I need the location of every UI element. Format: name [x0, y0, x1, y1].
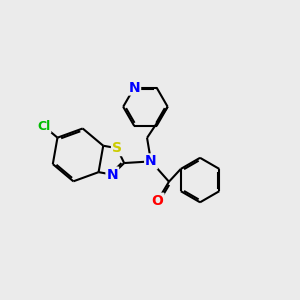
Text: O: O — [152, 194, 164, 208]
Text: N: N — [128, 80, 140, 94]
Text: N: N — [145, 154, 157, 168]
Text: N: N — [106, 168, 118, 182]
Text: Cl: Cl — [37, 120, 50, 133]
Text: S: S — [112, 141, 122, 155]
